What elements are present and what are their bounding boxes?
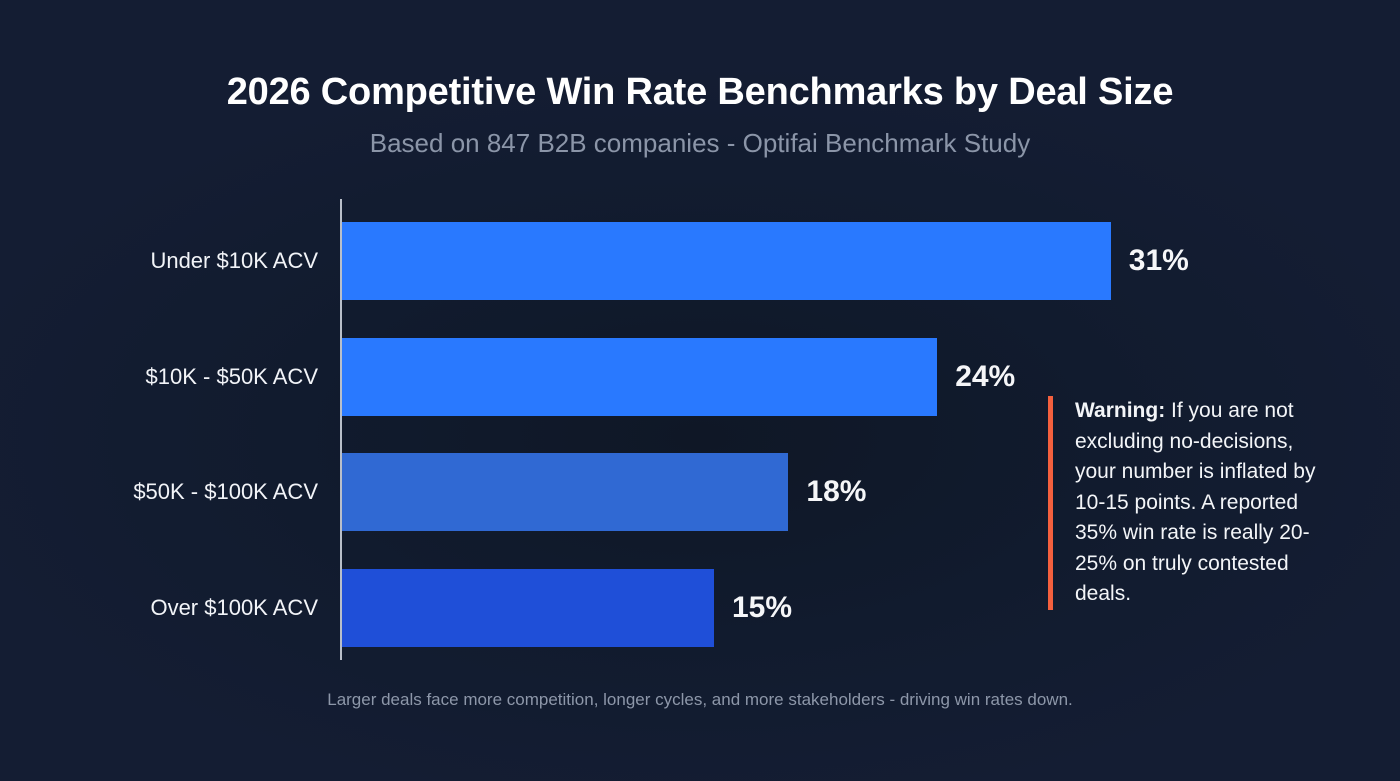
warning-callout-text: Warning: If you are not excluding no-dec… xyxy=(1075,396,1338,610)
bar-row: $10K - $50K ACV 24% xyxy=(0,337,1400,416)
bar xyxy=(342,453,789,531)
bar xyxy=(342,568,714,647)
bar-row: $50K - $100K ACV 18% xyxy=(0,453,1400,531)
bar-row: Under $10K ACV 31% xyxy=(0,222,1400,300)
bar-value-label: 18% xyxy=(806,475,867,508)
category-label: $50K - $100K ACV xyxy=(133,479,318,504)
category-label: $10K - $50K ACV xyxy=(145,363,318,389)
bar xyxy=(342,337,938,416)
category-label: Under $10K ACV xyxy=(150,248,318,273)
warning-callout-body: If you are not excluding no-decisions, y… xyxy=(1075,399,1316,605)
bar-value-label: 31% xyxy=(1128,244,1189,277)
warning-callout-label: Warning: xyxy=(1075,399,1166,422)
bar-value-label: 24% xyxy=(955,359,1016,393)
y-axis-line xyxy=(340,199,342,660)
chart-title: 2026 Competitive Win Rate Benchmarks by … xyxy=(226,71,1174,113)
warning-callout: Warning: If you are not excluding no-dec… xyxy=(1048,396,1338,610)
bar-row: Over $100K ACV 15% xyxy=(0,568,1400,647)
category-label: Over $100K ACV xyxy=(150,594,318,620)
bar-value-label: 15% xyxy=(732,590,793,624)
bar xyxy=(342,222,1111,300)
chart-subtitle: Based on 847 B2B companies - Optifai Ben… xyxy=(369,128,1031,158)
chart-footnote: Larger deals face more competition, long… xyxy=(327,690,1073,709)
